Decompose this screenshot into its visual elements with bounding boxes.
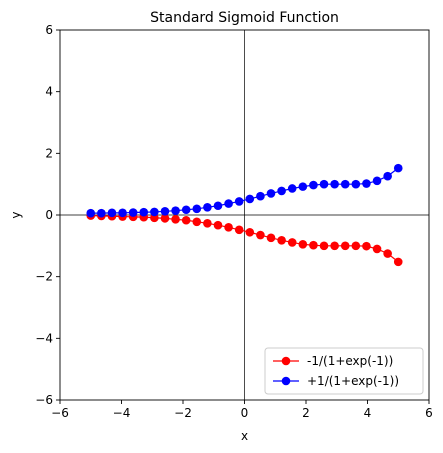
data-point (330, 242, 339, 251)
data-point (182, 205, 191, 214)
data-point (108, 209, 117, 218)
legend-label-0: -1/(1+exp(-1)) (307, 354, 393, 368)
x-tick-label: −4 (113, 406, 131, 420)
legend-marker-1 (282, 377, 291, 386)
data-point (246, 228, 255, 237)
data-point (256, 231, 265, 240)
data-point (235, 226, 244, 235)
data-point (214, 221, 223, 230)
data-point (330, 180, 339, 189)
x-tick-label: −6 (51, 406, 69, 420)
data-point (256, 192, 265, 201)
y-tick-label: −2 (35, 270, 53, 284)
data-point (246, 195, 255, 204)
data-point (235, 197, 244, 206)
data-point (341, 242, 350, 251)
y-tick-label: 6 (45, 23, 53, 37)
data-point (362, 179, 371, 188)
y-axis-label: y (9, 211, 23, 218)
x-tick-label: −2 (174, 406, 192, 420)
y-tick-label: 4 (45, 85, 53, 99)
data-point (267, 234, 276, 243)
data-point (150, 208, 159, 217)
data-point (362, 242, 371, 251)
data-point (182, 216, 191, 225)
data-point (214, 201, 223, 210)
data-point (383, 249, 392, 258)
data-point (161, 207, 170, 216)
data-point (394, 258, 403, 267)
y-tick-label: −6 (35, 393, 53, 407)
legend-label-1: +1/(1+exp(-1)) (307, 374, 399, 388)
data-point (86, 209, 95, 218)
data-point (224, 223, 233, 232)
data-point (203, 219, 212, 228)
data-point (309, 241, 318, 250)
data-point (352, 242, 361, 251)
data-point (288, 184, 297, 193)
data-point (139, 208, 148, 217)
data-point (192, 205, 201, 214)
data-point (192, 217, 201, 226)
x-tick-label: 0 (241, 406, 249, 420)
data-point (171, 206, 180, 215)
data-point (383, 172, 392, 181)
y-tick-label: −4 (35, 331, 53, 345)
y-tick-label: 2 (45, 146, 53, 160)
data-point (320, 180, 329, 189)
x-axis-label: x (241, 429, 248, 443)
data-point (203, 203, 212, 212)
data-point (309, 181, 318, 190)
chart-title: Standard Sigmoid Function (150, 10, 339, 26)
data-point (320, 242, 329, 251)
y-tick-label: 0 (45, 208, 53, 222)
data-point (224, 199, 233, 208)
data-point (277, 187, 286, 196)
data-point (118, 209, 127, 218)
data-point (352, 180, 361, 189)
data-point (299, 182, 308, 191)
data-point (341, 180, 350, 189)
data-point (97, 209, 106, 218)
x-tick-label: 4 (364, 406, 372, 420)
legend-marker-0 (282, 357, 291, 366)
data-point (373, 245, 382, 254)
x-tick-label: 2 (302, 406, 310, 420)
plot-area: −6 −4 −2 0 2 4 6 −6 −4 −2 0 2 4 6 -1/(1+exp(-1)) +1/(1+… (35, 23, 433, 420)
data-point (129, 208, 138, 217)
data-point (299, 240, 308, 249)
x-tick-label: 6 (425, 406, 433, 420)
data-point (277, 236, 286, 245)
data-point (267, 189, 276, 198)
data-point (288, 238, 297, 247)
data-point (171, 215, 180, 224)
data-point (394, 164, 403, 173)
data-point (373, 176, 382, 185)
legend: -1/(1+exp(-1)) +1/(1+exp(-1)) (265, 348, 423, 394)
